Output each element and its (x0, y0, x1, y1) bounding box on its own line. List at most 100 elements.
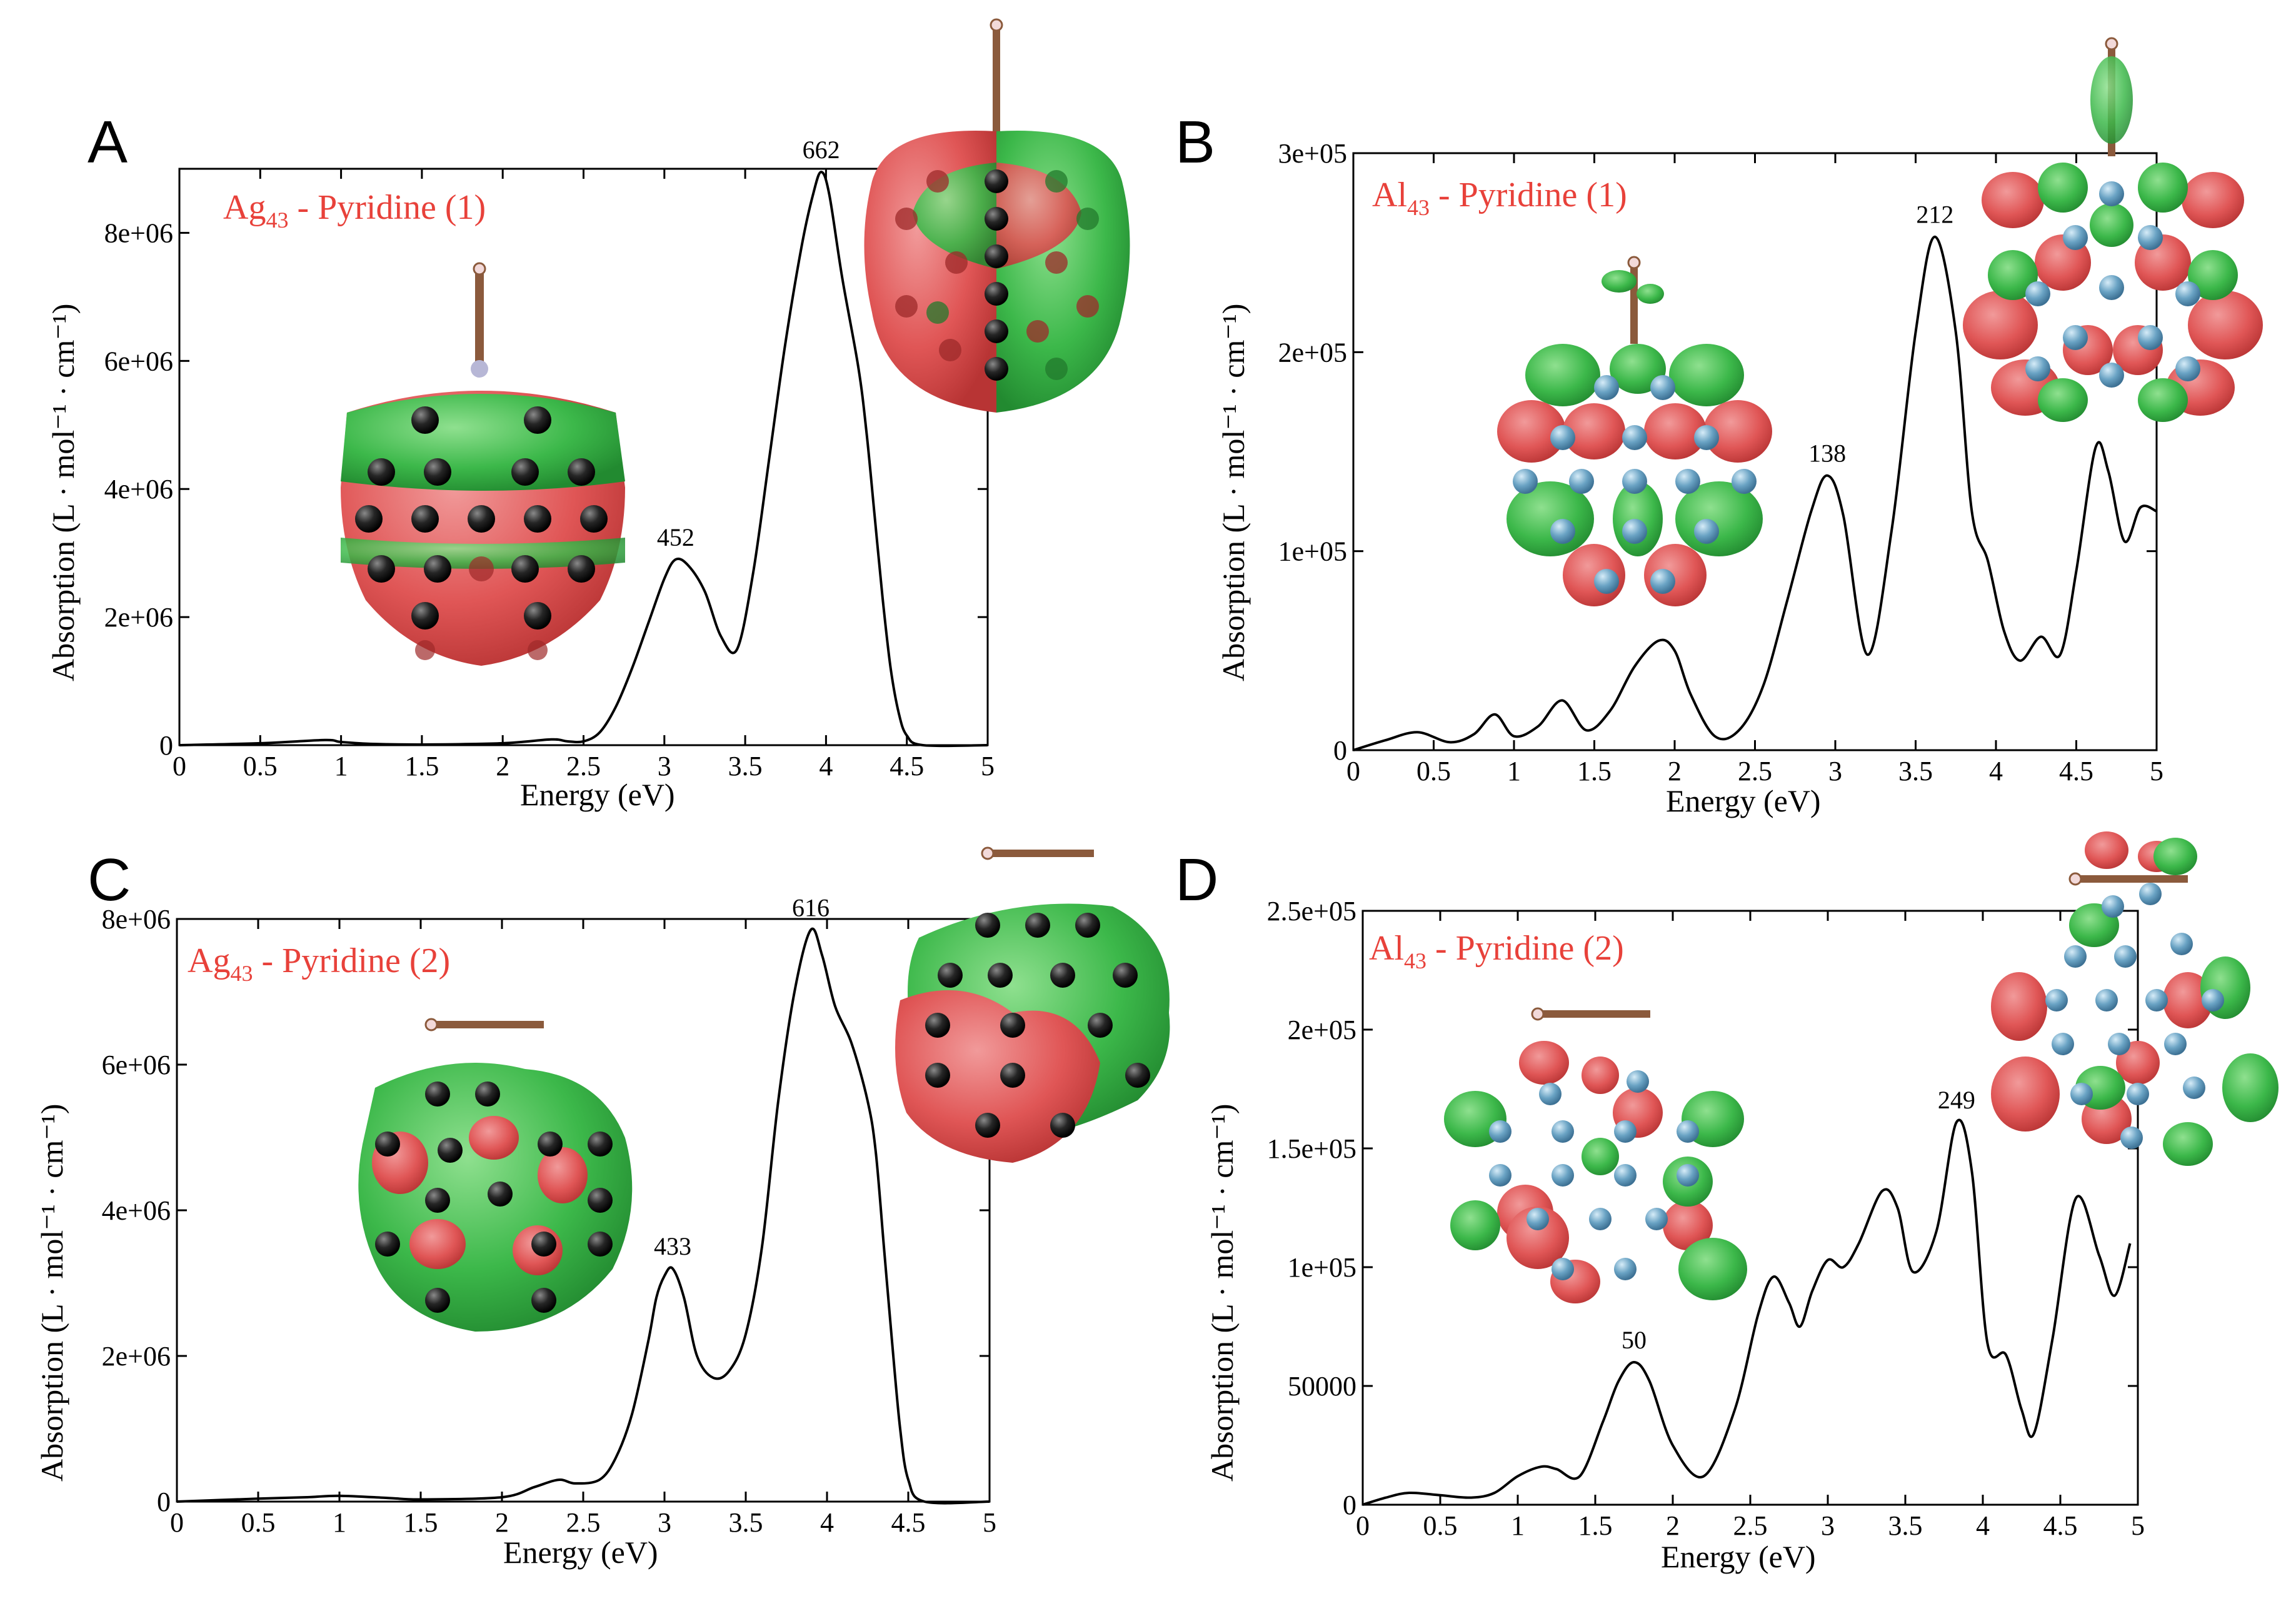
chart-c-y-tick-label: 6e+06 (102, 1050, 171, 1080)
chart-c-y-tick-label: 8e+06 (102, 904, 171, 935)
chart-d-spectrum-line (1362, 1118, 2132, 1506)
chart-c-x-tick-label: 1.5 (404, 1507, 438, 1538)
chart-b-orbital-inset-212 (1963, 37, 2263, 422)
chart-a-x-tick-label: 1 (334, 751, 348, 781)
chart-d-orbital-inset-50 (1444, 1007, 1747, 1303)
chart-d-y-axis-label: Absorption (L · mol⁻¹ · cm⁻¹) (1205, 1104, 1240, 1482)
chart-b-x-tick-label: 2.5 (1738, 756, 1772, 786)
chart-b-x-tick-label: 4 (1989, 756, 2003, 786)
chart-a-x-tick-label: 2 (496, 751, 509, 781)
panel-a: A Ag43 - Pyridine (1) 0 0.5 1 1.5 2 2.5 3 3.5 4 4… (46, 18, 1130, 812)
chart-a-y-tick-label: 6e+06 (104, 346, 173, 376)
chart-a-x-tick-label: 3.5 (728, 751, 763, 781)
chart-b-y-tick-label: 3e+05 (1278, 138, 1347, 169)
panel-letter-d: D (1175, 846, 1218, 913)
chart-c-x-tick-label: 5 (983, 1507, 996, 1538)
chart-b-x-tick-label: 2 (1668, 756, 1682, 786)
chart-c-x-tick-label: 0 (170, 1507, 184, 1538)
chart-a-y-axis-label: Absorption (L · mol⁻¹ · cm⁻¹) (46, 304, 81, 681)
chart-c-x-tick-label: 3 (658, 1507, 671, 1538)
chart-c-x-tick-label: 2.5 (566, 1507, 601, 1538)
chart-d-y-tick-label: 2e+05 (1288, 1015, 1356, 1045)
chart-b-x-tick-label: 4.5 (2059, 756, 2093, 786)
chart-c-orbital-inset-616 (895, 846, 1170, 1163)
chart-c-x-axis-label: Energy (eV) (503, 1535, 658, 1570)
chart-d-y-tick-label: 50000 (1288, 1371, 1356, 1402)
chart-c-x-tick-label: 0.5 (241, 1507, 276, 1538)
chart-d-x-tick-label: 3 (1821, 1510, 1835, 1541)
chart-d-y-tick-label: 2.5e+05 (1267, 896, 1356, 926)
chart-a-x-tick-label: 2.5 (566, 751, 601, 781)
chart-a-x-tick-label: 3 (658, 751, 671, 781)
chart-b-x-tick-label: 3 (1828, 756, 1842, 786)
panel-b: B Al43 - Pyridine (1) 0 0.5 1 1.5 2 2.5 3 3.5 4 4… (1175, 37, 2263, 818)
chart-d-peak-label: 249 (1938, 1086, 1975, 1114)
chart-d-x-tick-label: 1 (1511, 1510, 1525, 1541)
chart-a-x-tick-label: 4 (819, 751, 833, 781)
chart-a-x-axis-label: Energy (eV) (520, 777, 675, 812)
chart-c-x-tick-label: 4.5 (891, 1507, 926, 1538)
chart-c-title: Ag43 - Pyridine (2) (188, 941, 450, 986)
chart-b: Al43 - Pyridine (1) 0 0.5 1 1.5 2 2.5 3 3.5 4 4.5… (1216, 138, 2163, 818)
chart-d-orbital-inset-249 (1991, 831, 2278, 1166)
chart-c-y-tick-label: 0 (157, 1487, 171, 1517)
chart-d-x-tick-label: 4.5 (2043, 1510, 2078, 1541)
chart-a-orbital-inset-452 (341, 262, 625, 666)
chart-d: Al43 - Pyridine (2) 0 0.5 1 1.5 2 2.5 3 3.5 4 4.5… (1205, 896, 2145, 1574)
panel-letter-c: C (88, 846, 131, 913)
chart-a-x-tick-label: 1.5 (404, 751, 439, 781)
chart-b-peak-label: 212 (1916, 201, 1953, 229)
chart-d-x-tick-label: 2.5 (1733, 1510, 1768, 1541)
chart-b-spectrum-line (1353, 235, 2157, 751)
chart-c-x-tick-label: 3.5 (729, 1507, 763, 1538)
chart-a: Ag43 - Pyridine (1) 0 0.5 1 1.5 2 2.5 3 3.5 4 4.5… (46, 136, 995, 812)
chart-b-x-tick-label: 1 (1507, 756, 1521, 786)
panel-c: C Ag43 - Pyridine (2) 0 0.5 1 1.5 2 2.5 3 3.5 4 4… (34, 846, 1170, 1570)
chart-d-x-tick-label: 0.5 (1423, 1510, 1458, 1541)
chart-d-x-tick-label: 1.5 (1578, 1510, 1613, 1541)
chart-a-y-tick-label: 0 (159, 730, 173, 761)
chart-d-y-tick-label: 1e+05 (1288, 1252, 1356, 1283)
panel-letter-a: A (88, 109, 128, 176)
panel-letter-b: B (1175, 109, 1215, 176)
chart-c-x-tick-label: 1 (333, 1507, 346, 1538)
chart-c-y-axis-label: Absorption (L · mol⁻¹ · cm⁻¹) (34, 1104, 69, 1482)
chart-d-y-tick-label: 1.5e+05 (1267, 1133, 1356, 1164)
chart-b-x-tick-label: 3.5 (1898, 756, 1933, 786)
chart-b-y-tick-label: 0 (1333, 735, 1347, 766)
chart-a-x-tick-label: 0 (173, 751, 186, 781)
chart-c-peak-label: 433 (654, 1232, 691, 1260)
chart-b-x-tick-label: 1.5 (1577, 756, 1612, 786)
chart-b-x-tick-label: 0.5 (1416, 756, 1451, 786)
chart-a-y-tick-label: 4e+06 (104, 474, 173, 504)
chart-a-orbital-inset-662 (864, 18, 1130, 413)
chart-d-x-tick-label: 2 (1666, 1510, 1680, 1541)
chart-c-orbital-inset-433 (358, 1018, 633, 1332)
chart-c: Ag43 - Pyridine (2) 0 0.5 1 1.5 2 2.5 3 3.5 4 4.5… (34, 893, 996, 1570)
chart-b-orbital-inset-138 (1497, 256, 1772, 606)
chart-a-x-tick-label: 4.5 (890, 751, 924, 781)
chart-d-x-tick-label: 0 (1356, 1510, 1370, 1541)
chart-d-title: Al43 - Pyridine (2) (1369, 929, 1624, 973)
chart-a-peak-label: 662 (803, 136, 840, 164)
chart-a-y-tick-label: 2e+06 (104, 602, 173, 633)
chart-b-y-tick-label: 2e+05 (1278, 337, 1347, 368)
chart-b-title: Al43 - Pyridine (1) (1372, 176, 1627, 220)
chart-d-x-tick-label: 5 (2131, 1510, 2145, 1541)
chart-d-x-tick-label: 3.5 (1888, 1510, 1923, 1541)
chart-b-x-tick-label: 5 (2150, 756, 2163, 786)
chart-d-y-tick-label: 0 (1343, 1490, 1356, 1520)
chart-b-y-tick-label: 1e+05 (1278, 536, 1347, 567)
chart-a-title: Ag43 - Pyridine (1) (223, 188, 486, 233)
chart-a-spectrum-line (179, 171, 988, 748)
chart-a-x-tick-label: 5 (981, 751, 995, 781)
chart-d-x-axis-label: Energy (eV) (1661, 1539, 1816, 1574)
chart-b-y-axis-label: Absorption (L · mol⁻¹ · cm⁻¹) (1216, 304, 1251, 681)
chart-a-y-tick-label: 8e+06 (104, 218, 173, 248)
panel-d: D Al43 - Pyridine (2) 0 0.5 1 1.5 2 2.5 3 3.5 4 4… (1175, 831, 2278, 1574)
chart-c-x-tick-label: 2 (495, 1507, 509, 1538)
chart-b-x-axis-label: Energy (eV) (1666, 783, 1821, 818)
chart-c-x-tick-label: 4 (820, 1507, 834, 1538)
chart-c-y-tick-label: 2e+06 (102, 1341, 171, 1372)
